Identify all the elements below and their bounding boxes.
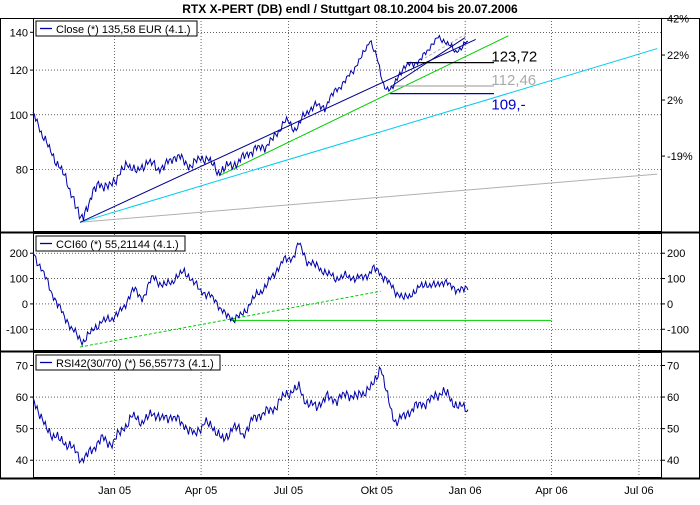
trendline <box>79 38 476 223</box>
x-tick-label: Jul 06 <box>624 485 653 497</box>
y-tick-label-right: 40 <box>667 455 679 467</box>
legend-box <box>35 354 221 371</box>
y-tick-label-left: 80 <box>16 165 28 177</box>
y-tick-label-right: 42% <box>667 13 689 25</box>
y-tick-label-left: 200 <box>10 248 28 260</box>
y-tick-label-right: 100 <box>667 274 685 286</box>
y-tick-label-left: 40 <box>16 455 28 467</box>
y-tick-label-right: 60 <box>667 392 679 404</box>
y-tick-label-left: 0 <box>22 299 28 311</box>
x-tick-label: Apr 06 <box>535 485 567 497</box>
level-label: 109,- <box>491 97 525 114</box>
legend-box <box>35 235 186 252</box>
y-tick-label-left: 140 <box>10 27 28 39</box>
chart-title: RTX X-PERT (DB) endl / Stuttgart 08.10.2… <box>182 2 518 16</box>
trendline <box>80 173 658 223</box>
y-tick-label-left: 50 <box>16 424 28 436</box>
legend-label: RSI42(30/70) (*) 56,55773 (4.1.) <box>56 358 214 370</box>
y-tick-label-right: 2% <box>667 95 683 107</box>
panel-frame <box>33 352 662 478</box>
y-tick-label-left: 60 <box>16 392 28 404</box>
y-tick-label-left: 100 <box>10 110 28 122</box>
y-tick-label-left: 120 <box>10 65 28 77</box>
y-tick-label-right: 0 <box>667 299 673 311</box>
x-tick-label: Jan 05 <box>98 485 131 497</box>
y-tick-label-right: -100 <box>667 324 689 336</box>
y-tick-label-left: 100 <box>10 274 28 286</box>
series-line <box>32 34 469 221</box>
series-line <box>32 242 469 347</box>
level-label: 123,72 <box>491 49 537 66</box>
trendline <box>424 33 467 59</box>
y-tick-label-left: 70 <box>16 360 28 372</box>
x-tick-label: Jan 06 <box>449 485 482 497</box>
y-tick-label-right: 200 <box>667 248 685 260</box>
x-tick-label: Okt 05 <box>361 485 393 497</box>
series-line <box>32 365 469 465</box>
y-tick-label-left: -100 <box>6 324 28 336</box>
y-tick-label-right: 22% <box>667 50 689 62</box>
legend-label: Close (*) 135,58 EUR (4.1.) <box>56 24 191 36</box>
trendline <box>79 48 658 223</box>
y-tick-label-right: -19% <box>667 151 693 163</box>
y-tick-label-right: 50 <box>667 424 679 436</box>
level-label: 112,46 <box>491 72 536 89</box>
legend-box <box>35 20 198 37</box>
x-tick-label: Apr 05 <box>185 485 217 497</box>
legend-label: CCI60 (*) 55,21144 (4.1.) <box>56 239 179 251</box>
trendline <box>219 35 509 177</box>
x-tick-label: Jul 05 <box>274 485 303 497</box>
y-tick-label-right: 70 <box>667 360 679 372</box>
